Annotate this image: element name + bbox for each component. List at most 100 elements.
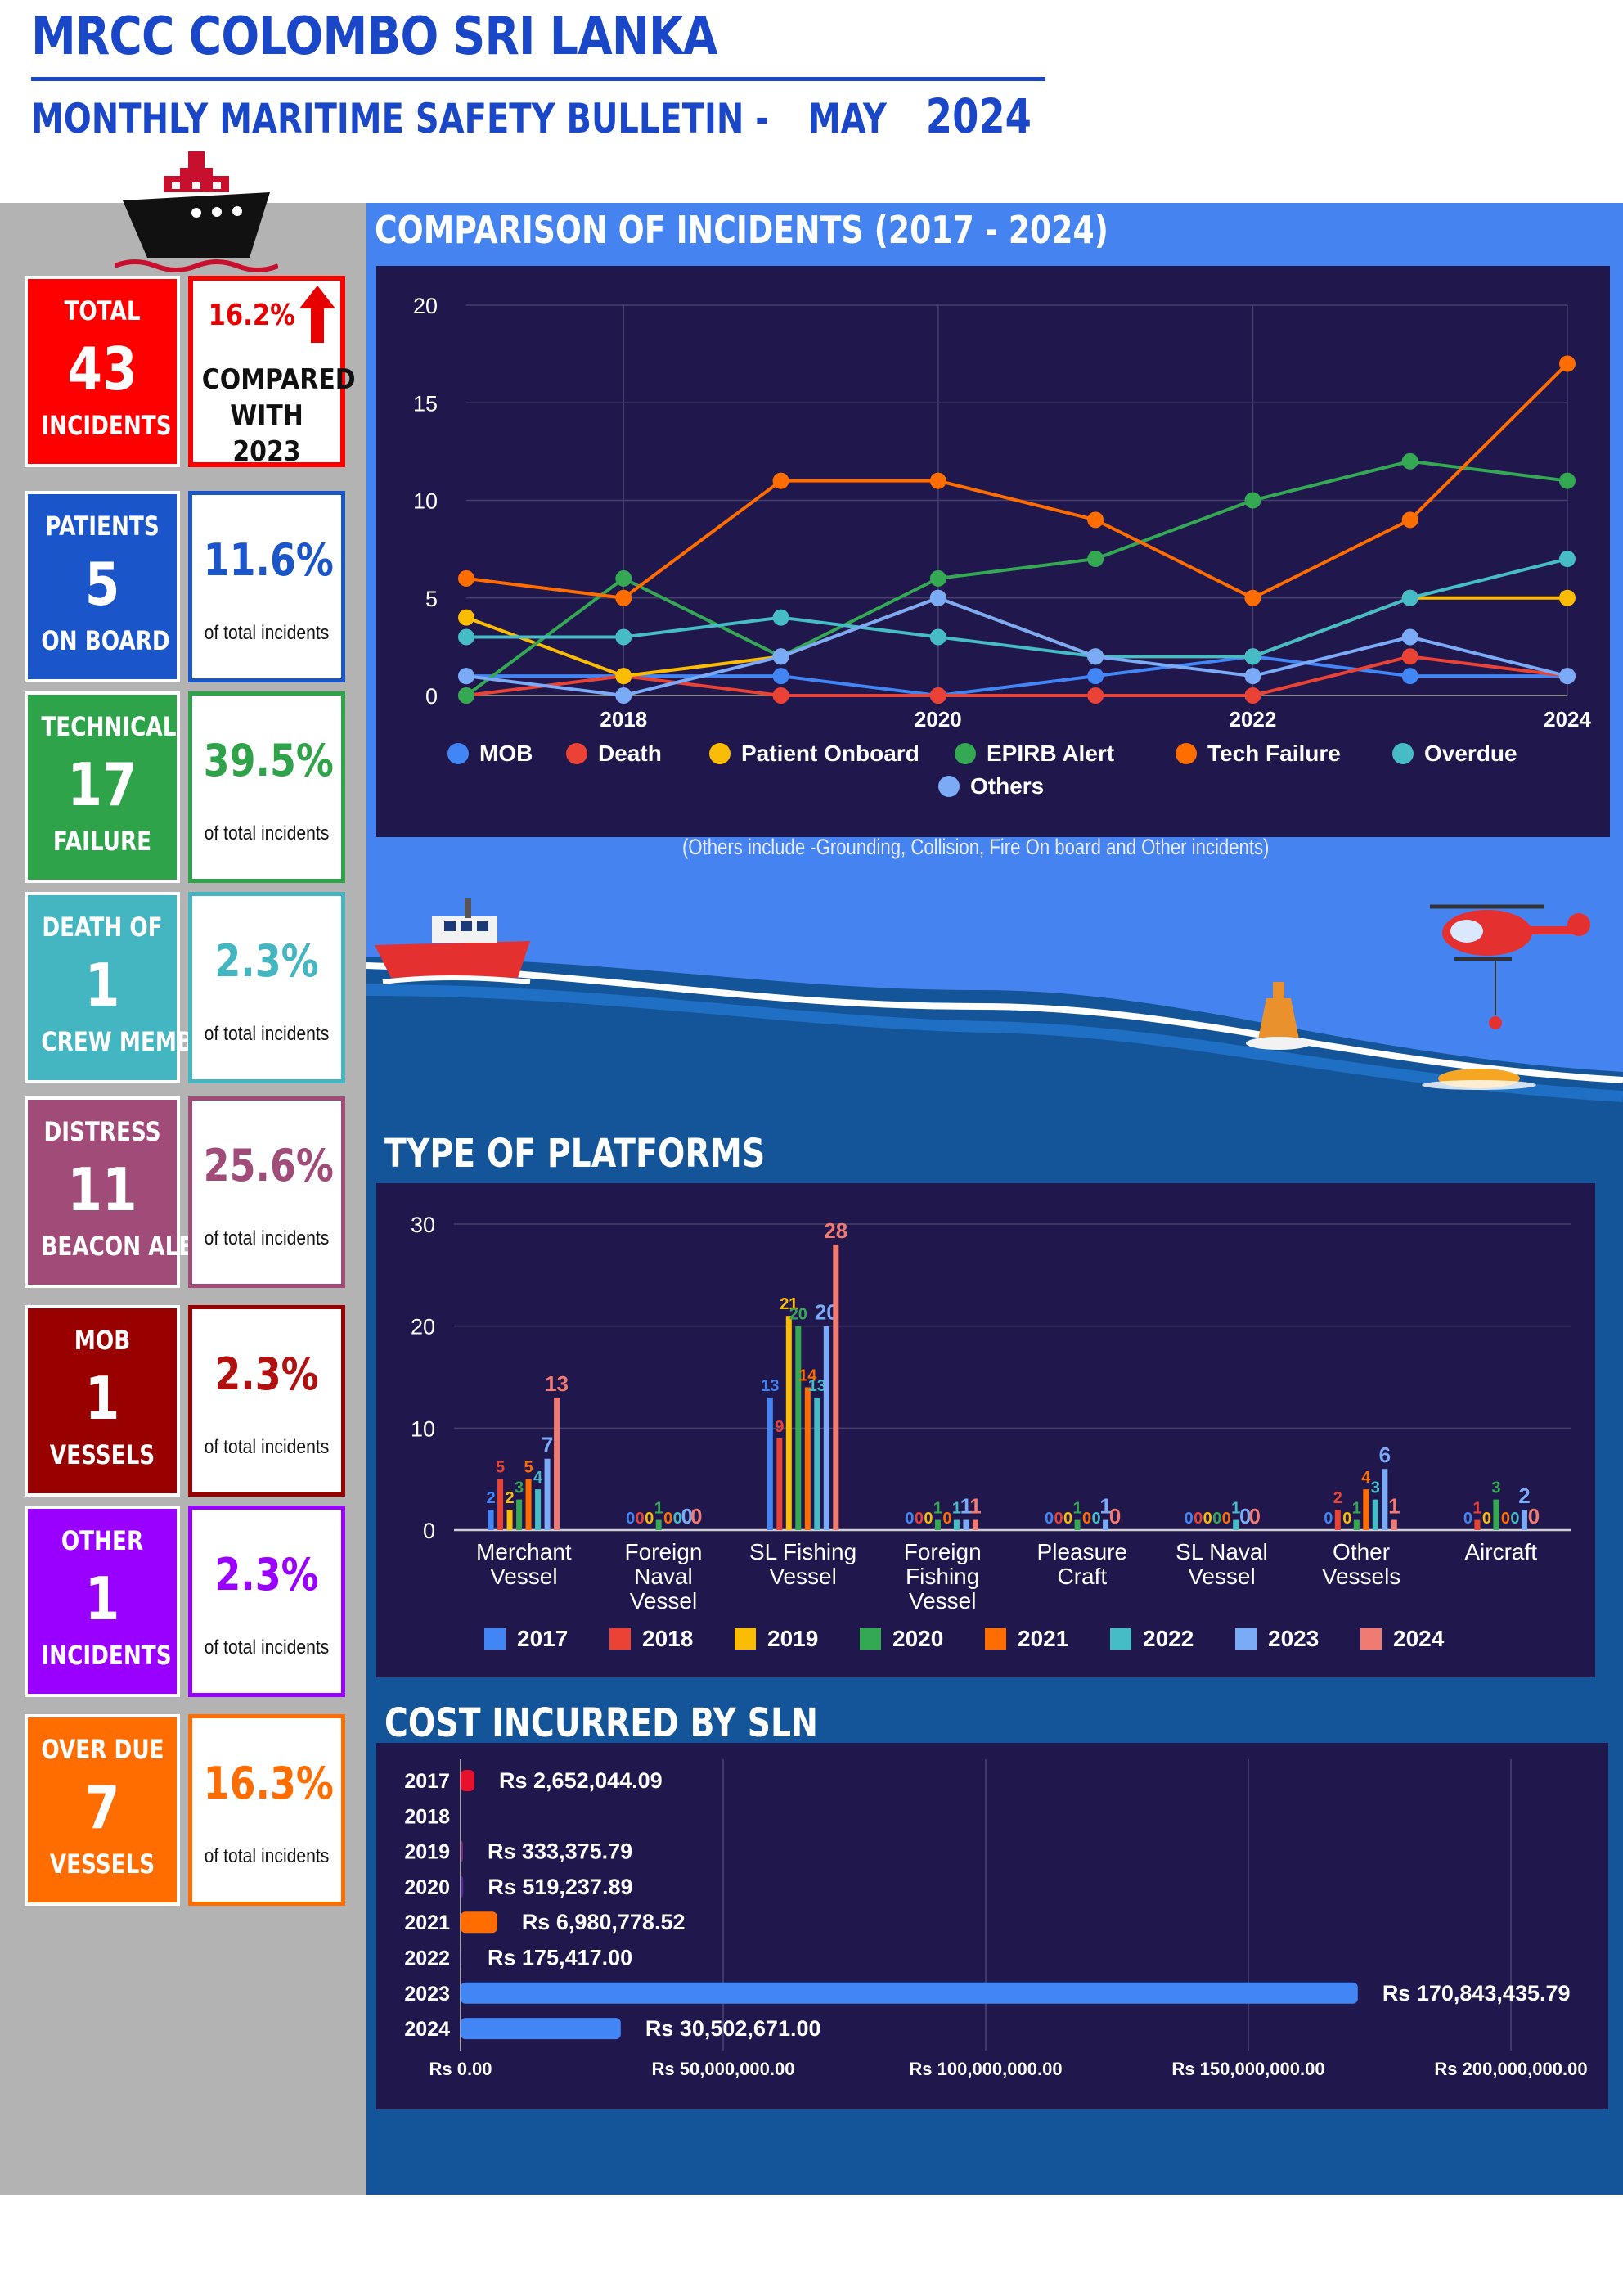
year-label: 2018: [404, 1805, 450, 1828]
y-tick-label: 15: [413, 391, 438, 416]
stat-card-number: 1: [84, 1364, 120, 1433]
y-tick-label: 0: [425, 684, 438, 709]
cost-bar: [461, 1947, 463, 1969]
cost-chart-panel: Rs 0.00 Rs 50,000,000.00 Rs 100,000,000.00…: [376, 1743, 1608, 2109]
bar-value-label: 1: [933, 1500, 942, 1518]
data-point: [1559, 668, 1576, 685]
x-tick-label: 2024: [1544, 707, 1591, 732]
bar-value-label: 0: [1054, 1510, 1063, 1528]
series-line-tech-failure: [465, 362, 1569, 600]
cost-bar: [461, 1911, 497, 1934]
data-point: [1087, 551, 1104, 568]
comparison-chart-panel: 0 5 10 15 20 2018 2020 2022 2024 MOB Death Patient …: [376, 266, 1610, 837]
stat-card-caption: VESSELS: [49, 1439, 155, 1470]
bar-value-label: 1: [1231, 1500, 1240, 1518]
bar-value-label: 2: [1333, 1489, 1342, 1507]
bar: [804, 1387, 811, 1530]
helicopter-icon: [1430, 904, 1590, 1029]
x-tick-label: Rs 200,000,000.00: [1434, 2059, 1587, 2079]
bar-value-label: 4: [1361, 1469, 1371, 1487]
stat-percent-value: 2.3%: [214, 935, 319, 987]
bar-value-label: 0: [924, 1510, 933, 1528]
wave-illustration: [366, 898, 1623, 1137]
stat-card-caption: INCIDENTS: [41, 1640, 172, 1671]
bar-value-label: 0: [1203, 1510, 1212, 1528]
bar: [767, 1397, 773, 1530]
bar: [554, 1397, 560, 1530]
category-label: Other Vessels: [1322, 1539, 1401, 1589]
bar-value-label: 0: [626, 1510, 635, 1528]
bar-value-label: 0: [645, 1510, 654, 1528]
bar-value-label: 0: [1194, 1510, 1203, 1528]
legend-label: 2020: [892, 1626, 943, 1651]
bar: [963, 1519, 969, 1530]
legend-marker: [447, 743, 469, 764]
stat-percent-value: 25.6%: [203, 1140, 334, 1191]
stat-card-percent: 25.6% of total incidents: [188, 1096, 345, 1288]
bar: [823, 1326, 829, 1530]
bar-value-label: 2: [506, 1489, 515, 1507]
buoy-icon: [1246, 982, 1311, 1050]
legend-marker: [985, 1628, 1006, 1650]
stat-card-title: MOB: [74, 1325, 131, 1356]
data-point: [929, 472, 946, 489]
comparison-line-chart: 0 5 10 15 20 2018 2020 2022 2024 MOB Death Patient …: [413, 294, 1592, 799]
stat-percent-caption: of total incidents: [204, 1227, 330, 1249]
stat-percent-caption: of total incidents: [204, 1023, 330, 1045]
legend-label: 2023: [1268, 1626, 1319, 1651]
bar: [814, 1397, 820, 1530]
legend-marker: [955, 743, 976, 764]
data-point: [929, 589, 946, 606]
platforms-chart-panel: 0 10 20 30 2 5 2 3 5 4 7 13 Merchant Vessel 0 0 0 1 0 0 0 0 Fo…: [376, 1183, 1595, 1677]
bar-value-label: 0: [1342, 1510, 1351, 1528]
bar: [1103, 1519, 1109, 1530]
legend-label: Overdue: [1424, 741, 1517, 766]
bar: [1074, 1519, 1081, 1530]
bar: [776, 1438, 783, 1530]
stat-card-percent: 2.3% of total incidents: [188, 892, 345, 1083]
y-tick-label: 30: [411, 1213, 435, 1237]
cost-bar: [461, 1982, 1358, 2004]
y-tick-label: 0: [423, 1519, 435, 1543]
stat-card-percent: 16.2% COMPARED WITH 2023: [188, 276, 356, 468]
bar-value-label: 6: [1379, 1443, 1391, 1467]
data-point: [1244, 589, 1261, 606]
legend-marker: [566, 743, 587, 764]
legend-marker: [609, 1628, 631, 1650]
data-point: [772, 668, 789, 685]
x-tick-label: 2018: [600, 707, 647, 732]
bar: [1493, 1499, 1499, 1530]
stat-card-label: TOTAL 43 INCIDENTS: [25, 276, 180, 467]
data-point: [1087, 648, 1104, 665]
stat-percent-caption: of total incidents: [204, 1636, 330, 1659]
stat-card-label: MOB 1 VESSELS: [25, 1305, 180, 1497]
bar-value-label: 5: [524, 1459, 533, 1477]
cost-bar-chart: Rs 0.00 Rs 50,000,000.00 Rs 100,000,000.00…: [404, 1759, 1588, 2079]
legend-label: Death: [598, 741, 662, 766]
bar: [525, 1479, 532, 1530]
stat-card-title: PATIENTS: [45, 511, 160, 542]
data-point: [929, 569, 946, 587]
bar-value-label: 0: [1528, 1504, 1540, 1528]
bar-value-label: 0: [1212, 1510, 1221, 1528]
legend-label: Others: [970, 773, 1044, 799]
category-label: SL Naval Vessel: [1176, 1539, 1268, 1589]
cost-bar: [461, 1770, 475, 1791]
stat-card-title: DEATH OF: [42, 912, 163, 943]
data-point: [1401, 511, 1418, 529]
legend-marker: [938, 776, 960, 797]
bar-value-label: 14: [798, 1366, 817, 1384]
bar-value-label: 0: [663, 1510, 672, 1528]
legend-label: 2018: [642, 1626, 693, 1651]
bar-value-label: 0: [905, 1510, 914, 1528]
bar: [497, 1479, 504, 1530]
year-label: 2022: [404, 1947, 450, 1970]
stat-card-title: OVER DUE: [41, 1734, 164, 1765]
legend-label: 2017: [517, 1626, 568, 1651]
data-point: [1401, 648, 1418, 665]
stat-percent-value: 39.5%: [203, 735, 334, 786]
stat-card-label: DISTRESS 11 BEACON ALERT: [25, 1096, 224, 1288]
cost-bar: [461, 1840, 463, 1862]
legend-label: 2021: [1018, 1626, 1068, 1651]
stat-card-caption: BEACON ALERT: [41, 1231, 224, 1262]
